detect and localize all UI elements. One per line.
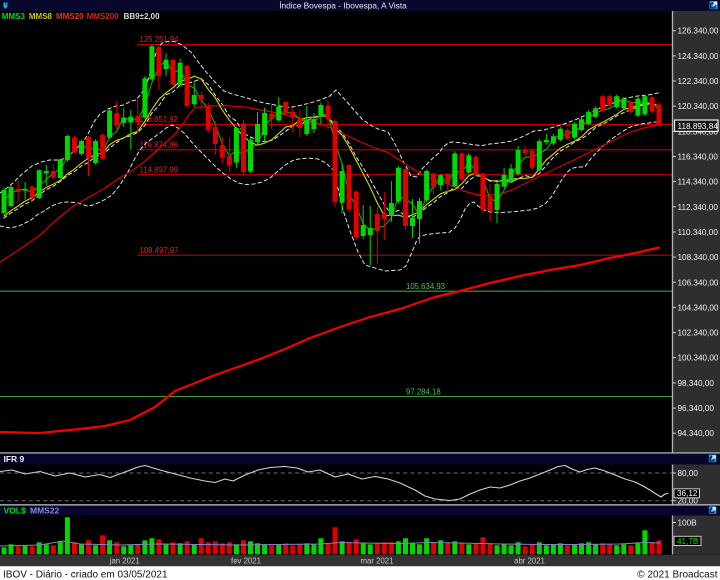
svg-text:36,12: 36,12: [677, 489, 698, 498]
svg-text:112.340,00: 112.340,00: [678, 203, 719, 212]
svg-text:98.340,00: 98.340,00: [678, 379, 715, 388]
svg-text:jan 2021: jan 2021: [109, 556, 140, 565]
svg-text:102.340,00: 102.340,00: [678, 329, 719, 338]
svg-text:97.284,18: 97.284,18: [406, 387, 441, 396]
svg-text:MMS22: MMS22: [30, 505, 60, 515]
svg-text:20,00: 20,00: [678, 497, 699, 506]
svg-text:108.340,00: 108.340,00: [678, 253, 719, 262]
svg-text:mar 2021: mar 2021: [361, 556, 394, 565]
svg-text:96.340,00: 96.340,00: [678, 404, 715, 413]
svg-text:100B: 100B: [678, 519, 698, 528]
svg-text:122.340,00: 122.340,00: [678, 77, 719, 86]
svg-text:116.340,00: 116.340,00: [678, 153, 719, 162]
svg-text:114.340,00: 114.340,00: [678, 178, 719, 187]
svg-text:Índice Bovespa - Ibovespa, A V: Índice Bovespa - Ibovespa, A Vista: [279, 0, 407, 10]
svg-text:94.340,00: 94.340,00: [678, 429, 715, 438]
svg-text:126.340,00: 126.340,00: [678, 27, 719, 36]
svg-text:MMS3: MMS3: [2, 12, 26, 21]
svg-text:80,00: 80,00: [678, 469, 699, 478]
svg-text:120.340,00: 120.340,00: [678, 102, 719, 111]
svg-text:116.874,96: 116.874,96: [140, 141, 178, 150]
svg-text:MMS20: MMS20: [56, 12, 84, 21]
svg-text:IFR 9: IFR 9: [4, 454, 25, 464]
svg-text:IBOV - Diário - criado em 03/0: IBOV - Diário - criado em 03/05/2021: [3, 569, 168, 580]
svg-text:105.634,93: 105.634,93: [406, 282, 445, 291]
svg-text:abr 2021: abr 2021: [514, 556, 545, 565]
svg-text:VOL$: VOL$: [4, 505, 26, 515]
svg-text:114.897,99: 114.897,99: [140, 166, 178, 175]
svg-text:© 2021 Broadcast: © 2021 Broadcast: [637, 569, 717, 580]
svg-text:fev 2021: fev 2021: [231, 556, 261, 565]
svg-text:110.340,00: 110.340,00: [678, 228, 719, 237]
svg-text:118.851,92: 118.851,92: [140, 115, 178, 124]
svg-text:MMS8: MMS8: [29, 12, 53, 21]
svg-text:MMS200: MMS200: [87, 12, 120, 21]
svg-text:125.251,94: 125.251,94: [140, 35, 180, 44]
svg-text:124.340,00: 124.340,00: [678, 52, 719, 61]
svg-text:108.497,97: 108.497,97: [140, 246, 179, 255]
svg-text:118.893,84: 118.893,84: [678, 122, 719, 131]
svg-text:104.340,00: 104.340,00: [678, 303, 719, 312]
svg-text:106.340,00: 106.340,00: [678, 278, 719, 287]
svg-text:100.340,00: 100.340,00: [678, 354, 719, 363]
svg-text:41,7B: 41,7B: [677, 537, 699, 546]
svg-text:BB9±2,00: BB9±2,00: [124, 12, 161, 21]
